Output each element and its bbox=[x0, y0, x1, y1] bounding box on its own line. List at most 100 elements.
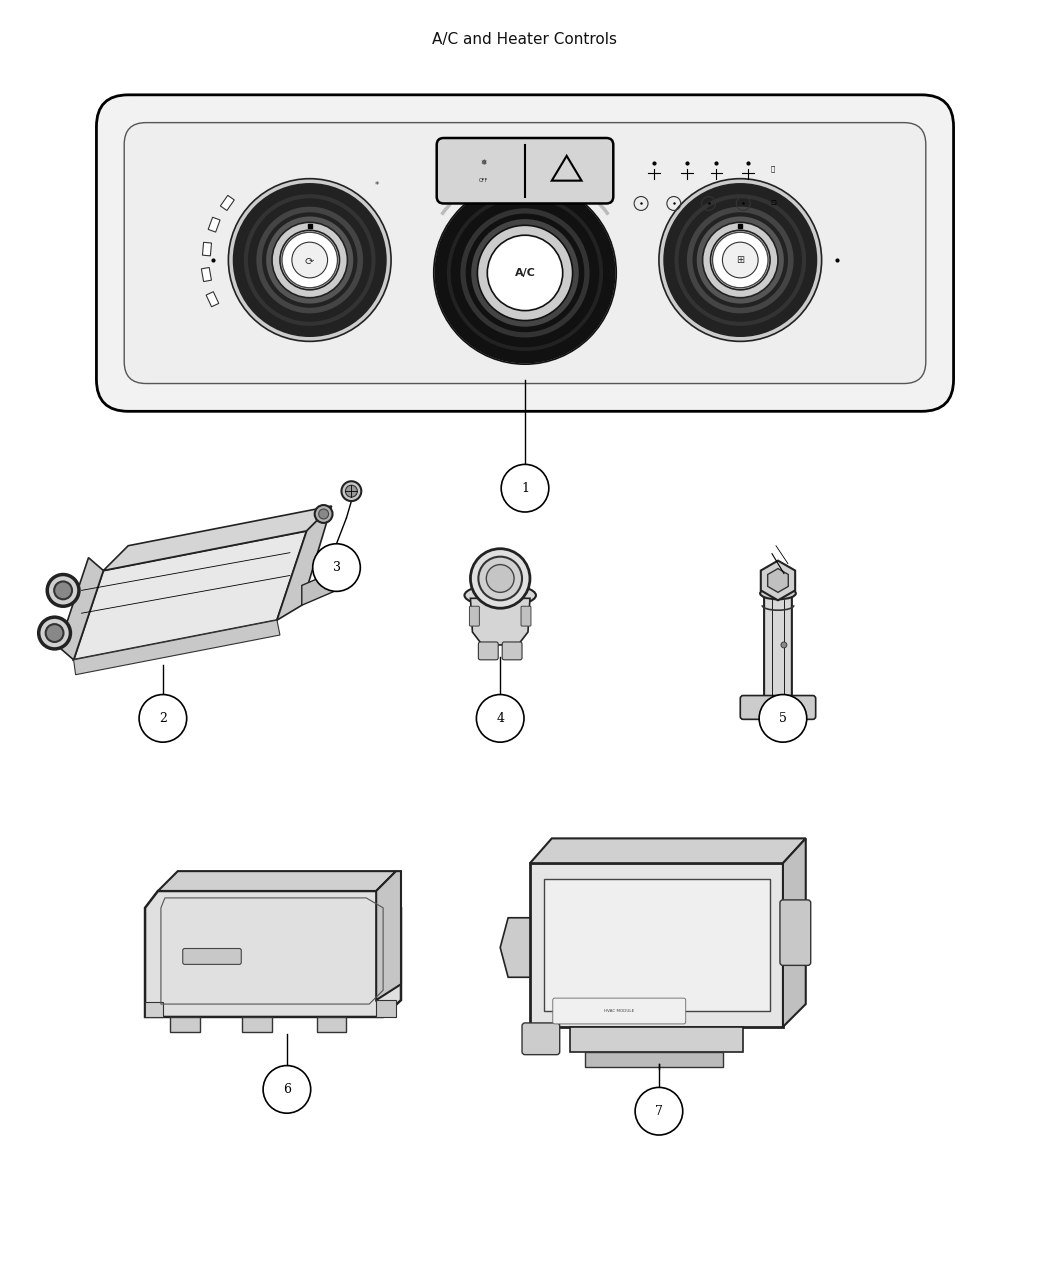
Ellipse shape bbox=[760, 588, 796, 599]
Polygon shape bbox=[277, 506, 332, 620]
Circle shape bbox=[478, 226, 572, 320]
Circle shape bbox=[315, 505, 333, 523]
Text: ⊡: ⊡ bbox=[770, 200, 776, 207]
Polygon shape bbox=[376, 871, 401, 1000]
Polygon shape bbox=[74, 530, 307, 660]
Polygon shape bbox=[145, 891, 401, 1017]
Circle shape bbox=[702, 222, 778, 298]
Circle shape bbox=[341, 481, 361, 501]
FancyBboxPatch shape bbox=[479, 643, 498, 660]
Circle shape bbox=[345, 486, 357, 497]
Text: 2: 2 bbox=[159, 711, 167, 725]
Circle shape bbox=[280, 231, 339, 289]
Bar bbox=[203, 242, 211, 256]
Polygon shape bbox=[170, 1017, 200, 1031]
Circle shape bbox=[313, 543, 360, 592]
Circle shape bbox=[238, 189, 381, 332]
Bar bbox=[202, 268, 211, 282]
Circle shape bbox=[759, 695, 806, 742]
Circle shape bbox=[441, 189, 609, 357]
FancyBboxPatch shape bbox=[522, 1023, 560, 1054]
Circle shape bbox=[45, 623, 63, 643]
FancyBboxPatch shape bbox=[521, 606, 531, 626]
Text: A/C: A/C bbox=[514, 268, 536, 278]
Circle shape bbox=[264, 1066, 311, 1113]
Circle shape bbox=[468, 217, 582, 329]
Text: 5: 5 bbox=[779, 711, 786, 725]
Text: ⊞: ⊞ bbox=[736, 255, 744, 265]
Polygon shape bbox=[585, 1052, 723, 1067]
Text: 6: 6 bbox=[282, 1082, 291, 1096]
Polygon shape bbox=[301, 570, 336, 606]
Polygon shape bbox=[158, 871, 396, 891]
Polygon shape bbox=[783, 839, 805, 1026]
FancyBboxPatch shape bbox=[764, 578, 792, 718]
Circle shape bbox=[318, 509, 329, 519]
Circle shape bbox=[635, 1088, 682, 1135]
Polygon shape bbox=[470, 598, 530, 645]
Circle shape bbox=[282, 232, 337, 288]
Polygon shape bbox=[103, 506, 332, 570]
Polygon shape bbox=[74, 620, 280, 674]
Polygon shape bbox=[243, 1017, 272, 1031]
FancyBboxPatch shape bbox=[502, 643, 522, 660]
Circle shape bbox=[659, 179, 822, 342]
Polygon shape bbox=[768, 569, 789, 593]
Circle shape bbox=[477, 695, 524, 742]
FancyBboxPatch shape bbox=[437, 138, 613, 204]
Polygon shape bbox=[59, 557, 103, 660]
Circle shape bbox=[781, 643, 786, 648]
Ellipse shape bbox=[464, 584, 536, 606]
Polygon shape bbox=[570, 1026, 743, 1052]
Circle shape bbox=[470, 548, 530, 608]
Circle shape bbox=[39, 617, 70, 649]
Text: 7: 7 bbox=[655, 1104, 663, 1118]
Circle shape bbox=[479, 557, 522, 601]
Circle shape bbox=[711, 231, 770, 289]
Text: OFF: OFF bbox=[479, 179, 488, 184]
Circle shape bbox=[487, 235, 563, 311]
FancyBboxPatch shape bbox=[97, 94, 953, 412]
Circle shape bbox=[55, 581, 72, 599]
Text: A/C and Heater Controls: A/C and Heater Controls bbox=[433, 32, 617, 47]
FancyBboxPatch shape bbox=[469, 606, 480, 626]
Text: 3: 3 bbox=[333, 561, 340, 574]
Text: ⟳: ⟳ bbox=[306, 258, 314, 266]
Circle shape bbox=[272, 222, 348, 298]
Bar bbox=[208, 217, 220, 232]
Bar bbox=[206, 292, 218, 307]
Text: 1: 1 bbox=[521, 482, 529, 495]
FancyBboxPatch shape bbox=[544, 878, 770, 1011]
Circle shape bbox=[713, 232, 768, 288]
Circle shape bbox=[501, 464, 549, 513]
Circle shape bbox=[228, 179, 391, 342]
Circle shape bbox=[47, 575, 79, 606]
Text: *: * bbox=[375, 181, 379, 190]
Text: 🌡: 🌡 bbox=[771, 166, 775, 172]
Circle shape bbox=[682, 203, 798, 317]
Polygon shape bbox=[530, 863, 783, 1026]
Text: ❅: ❅ bbox=[480, 158, 486, 167]
FancyBboxPatch shape bbox=[124, 122, 926, 384]
Circle shape bbox=[252, 203, 368, 317]
Text: HVAC MODULE: HVAC MODULE bbox=[604, 1009, 634, 1014]
Circle shape bbox=[139, 695, 187, 742]
Circle shape bbox=[695, 214, 785, 306]
Polygon shape bbox=[145, 1002, 163, 1017]
Circle shape bbox=[456, 204, 594, 343]
Circle shape bbox=[434, 181, 616, 365]
Polygon shape bbox=[376, 1000, 396, 1017]
Polygon shape bbox=[317, 1017, 346, 1031]
Polygon shape bbox=[500, 918, 530, 977]
Polygon shape bbox=[552, 156, 582, 181]
Circle shape bbox=[669, 189, 812, 332]
FancyBboxPatch shape bbox=[780, 900, 811, 965]
Bar bbox=[220, 195, 234, 210]
Circle shape bbox=[722, 242, 758, 278]
Circle shape bbox=[486, 565, 514, 593]
FancyBboxPatch shape bbox=[183, 949, 242, 964]
Circle shape bbox=[265, 214, 355, 306]
Text: 4: 4 bbox=[497, 711, 504, 725]
Polygon shape bbox=[530, 839, 805, 863]
FancyBboxPatch shape bbox=[740, 696, 816, 719]
